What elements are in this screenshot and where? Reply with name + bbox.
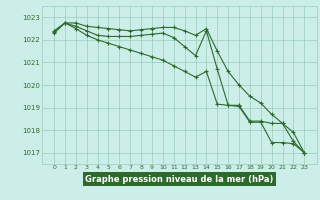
X-axis label: Graphe pression niveau de la mer (hPa): Graphe pression niveau de la mer (hPa)	[85, 175, 273, 184]
